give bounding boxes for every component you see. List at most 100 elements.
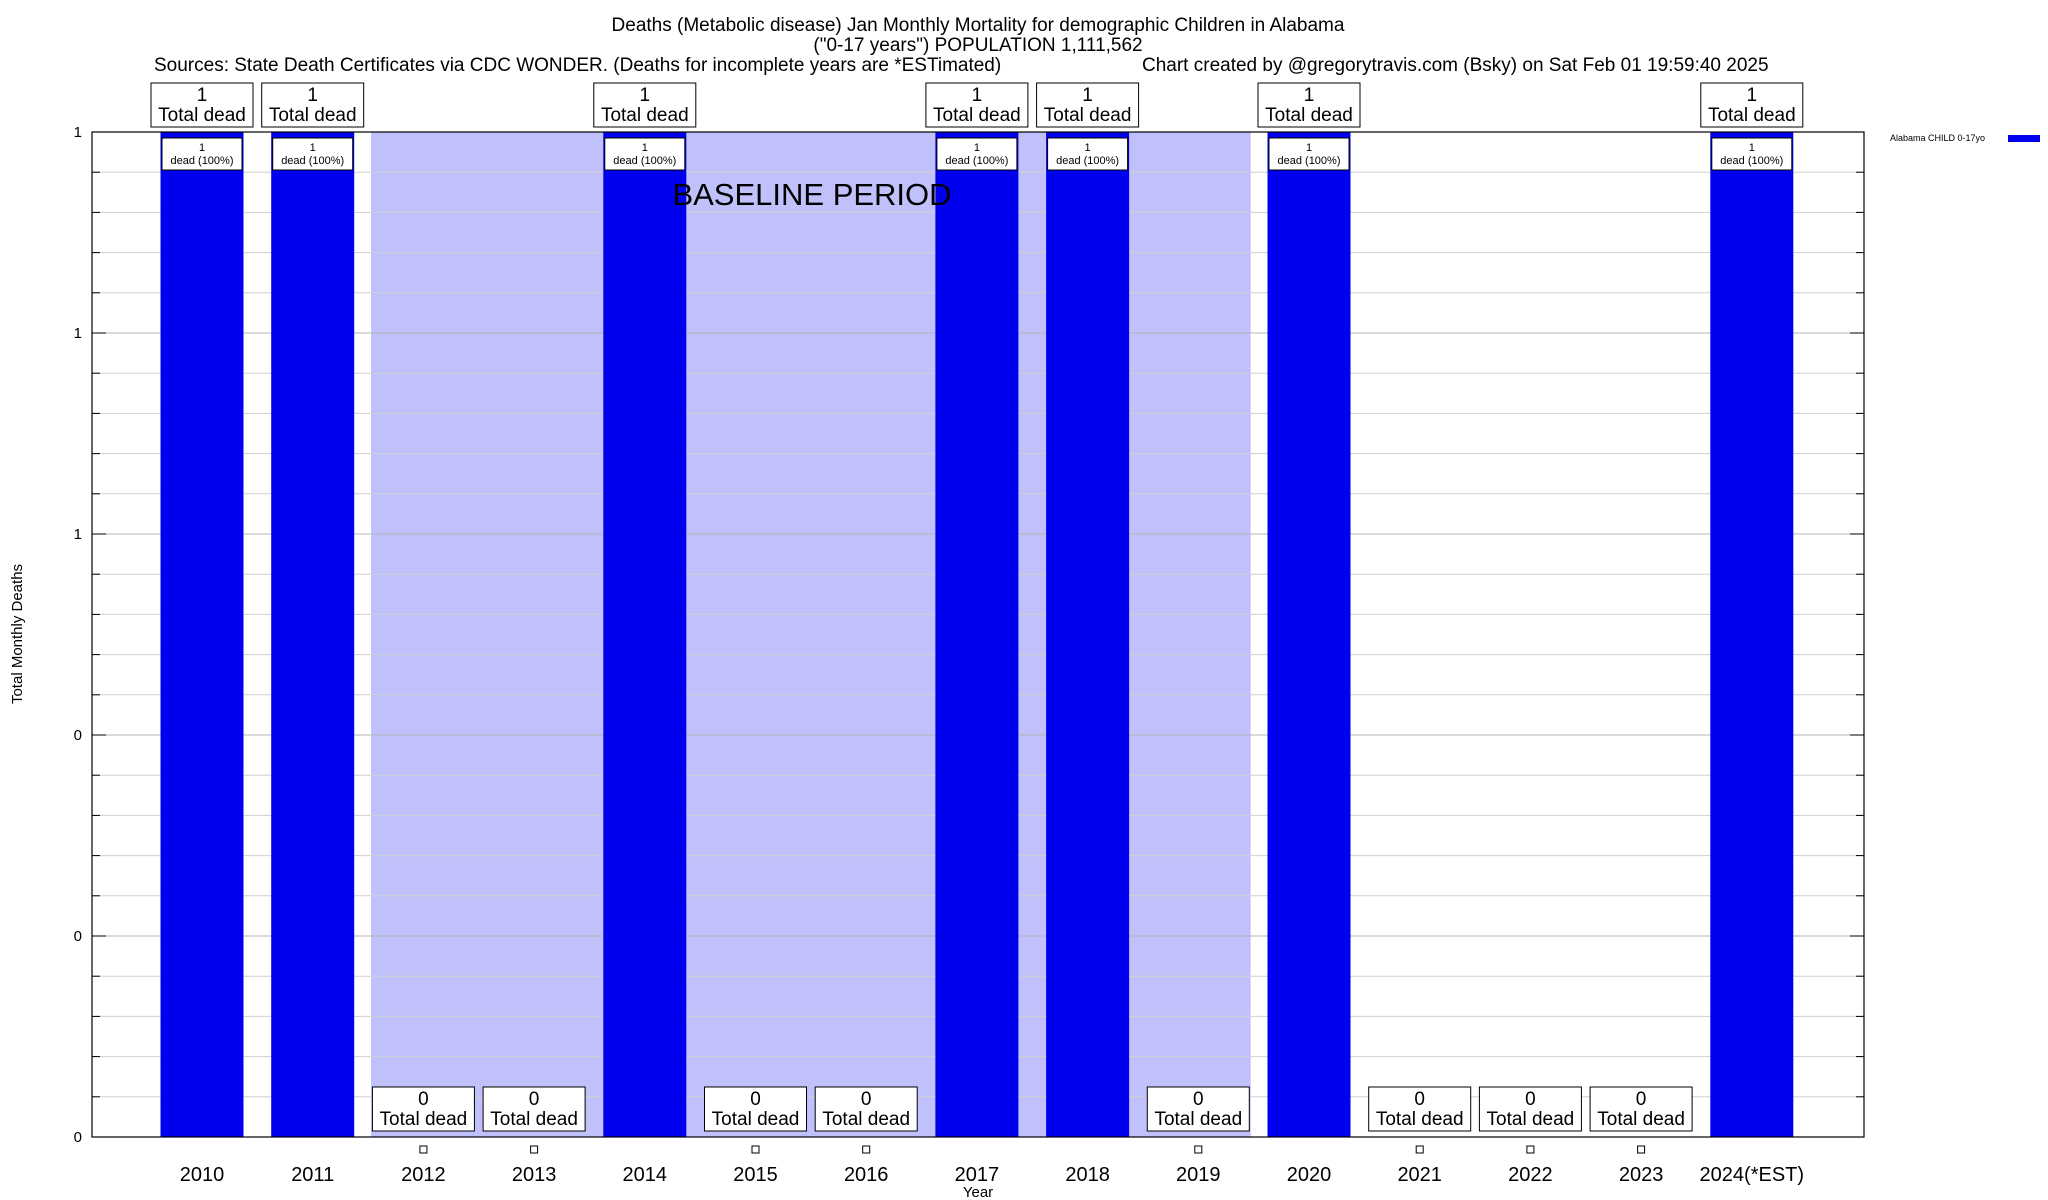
bars: [160, 132, 1794, 1137]
top-label-box: [925, 82, 1029, 128]
zero-label-text: Total dead: [490, 1109, 578, 1130]
top-label-count: 1: [1747, 85, 1758, 106]
legend: Alabama CHILD 0-17yo: [1890, 133, 2040, 143]
plot-frame: [91, 131, 1865, 1138]
bar: [603, 132, 687, 1137]
zero-label-count: 0: [861, 1089, 872, 1110]
zero-label-text: Total dead: [380, 1109, 468, 1130]
top-label-box: [1700, 82, 1804, 128]
zero-label-box: [814, 1086, 918, 1132]
chart-title-line2: ("0-17 years") POPULATION 1,111,562: [813, 35, 1142, 56]
zero-label-box: [1368, 1086, 1472, 1132]
zero-label-box: [371, 1086, 475, 1132]
inner-label-pct: dead (100%): [1278, 155, 1341, 167]
y-tick-label: 1: [74, 124, 82, 141]
inner-label-pct: dead (100%): [171, 155, 234, 167]
zero-marker: [530, 1145, 539, 1154]
top-label-text: Total dead: [158, 105, 246, 126]
x-tick-label: 2015: [733, 1164, 778, 1186]
zero-label-box: [1478, 1086, 1582, 1132]
zero-marker: [1526, 1145, 1535, 1154]
zero-label-count: 0: [1193, 1089, 1204, 1110]
zero-label-count: 0: [529, 1089, 540, 1110]
x-tick-label: 2011: [291, 1164, 334, 1186]
x-axis: 2010 2011 2012 2013 2014 2015 2016 2017 2018 2019…: [180, 1164, 1804, 1186]
inner-label-box: [1711, 137, 1793, 171]
bar: [271, 132, 355, 1137]
bar: [1267, 132, 1351, 1137]
inner-label-pct: dead (100%): [1056, 155, 1119, 167]
x-tick-label: 2014: [623, 1164, 668, 1186]
inner-label-box: [1268, 137, 1350, 171]
x-tick-label: 2017: [955, 1164, 1000, 1186]
inner-label-box: [272, 137, 354, 171]
top-label-text: Total dead: [1044, 105, 1132, 126]
zero-label-count: 0: [1636, 1089, 1647, 1110]
inner-label-count: 1: [1085, 142, 1091, 154]
top-label-count: 1: [972, 85, 983, 106]
inner-label-count: 1: [1749, 142, 1755, 154]
y-tick-label: 0: [74, 727, 82, 744]
zero-label-box: [704, 1086, 807, 1132]
top-label-text: Total dead: [269, 105, 357, 126]
chart-sources: Sources: State Death Certificates via CD…: [154, 55, 1001, 76]
y-tick-label: 1: [74, 526, 82, 543]
zero-marker: [1415, 1145, 1424, 1154]
legend-swatch: [2008, 135, 2040, 142]
zero-marker: [1637, 1145, 1646, 1154]
top-label-box: [261, 82, 365, 128]
inner-label-pct: dead (100%): [613, 155, 676, 167]
zero-label-count: 0: [1525, 1089, 1536, 1110]
y-axis: 0 0 0 1 1 1: [74, 124, 82, 1146]
inner-label-count: 1: [974, 142, 980, 154]
y-tick-label: 1: [74, 325, 82, 342]
zero-label-count: 0: [418, 1089, 429, 1110]
zero-marker: [751, 1145, 760, 1154]
baseline-label: BASELINE PERIOD: [672, 177, 951, 212]
x-tick-label: 2020: [1287, 1164, 1332, 1186]
top-label-box: [593, 82, 697, 128]
zero-label-text: Total dead: [822, 1109, 910, 1130]
y-axis-label: Total Monthly Deaths: [9, 564, 26, 704]
top-label-text: Total dead: [601, 105, 689, 126]
zero-label-text: Total dead: [1487, 1109, 1575, 1130]
inner-label-pct: dead (100%): [1720, 155, 1783, 167]
x-tick-label: 2022: [1508, 1164, 1553, 1186]
x-tick-label: 2012: [401, 1164, 446, 1186]
x-tick-label: 2023: [1619, 1164, 1664, 1186]
inner-label-pct: dead (100%): [945, 155, 1008, 167]
bar: [1046, 132, 1130, 1137]
top-label-box: [150, 82, 254, 128]
zero-label-box: [482, 1086, 586, 1132]
zero-label-text: Total dead: [1154, 1109, 1242, 1130]
bar: [935, 132, 1019, 1137]
x-tick-label: 2024(*EST): [1700, 1164, 1805, 1186]
top-label-count: 1: [640, 85, 651, 106]
zero-marker: [419, 1145, 428, 1154]
bar: [1710, 132, 1794, 1137]
x-axis-label: Year: [963, 1184, 993, 1200]
inner-label-box: [161, 137, 243, 171]
zero-label-text: Total dead: [1597, 1109, 1685, 1130]
zero-label-box: [1589, 1086, 1693, 1132]
x-tick-label: 2021: [1397, 1164, 1442, 1186]
zero-marker: [1194, 1145, 1203, 1154]
